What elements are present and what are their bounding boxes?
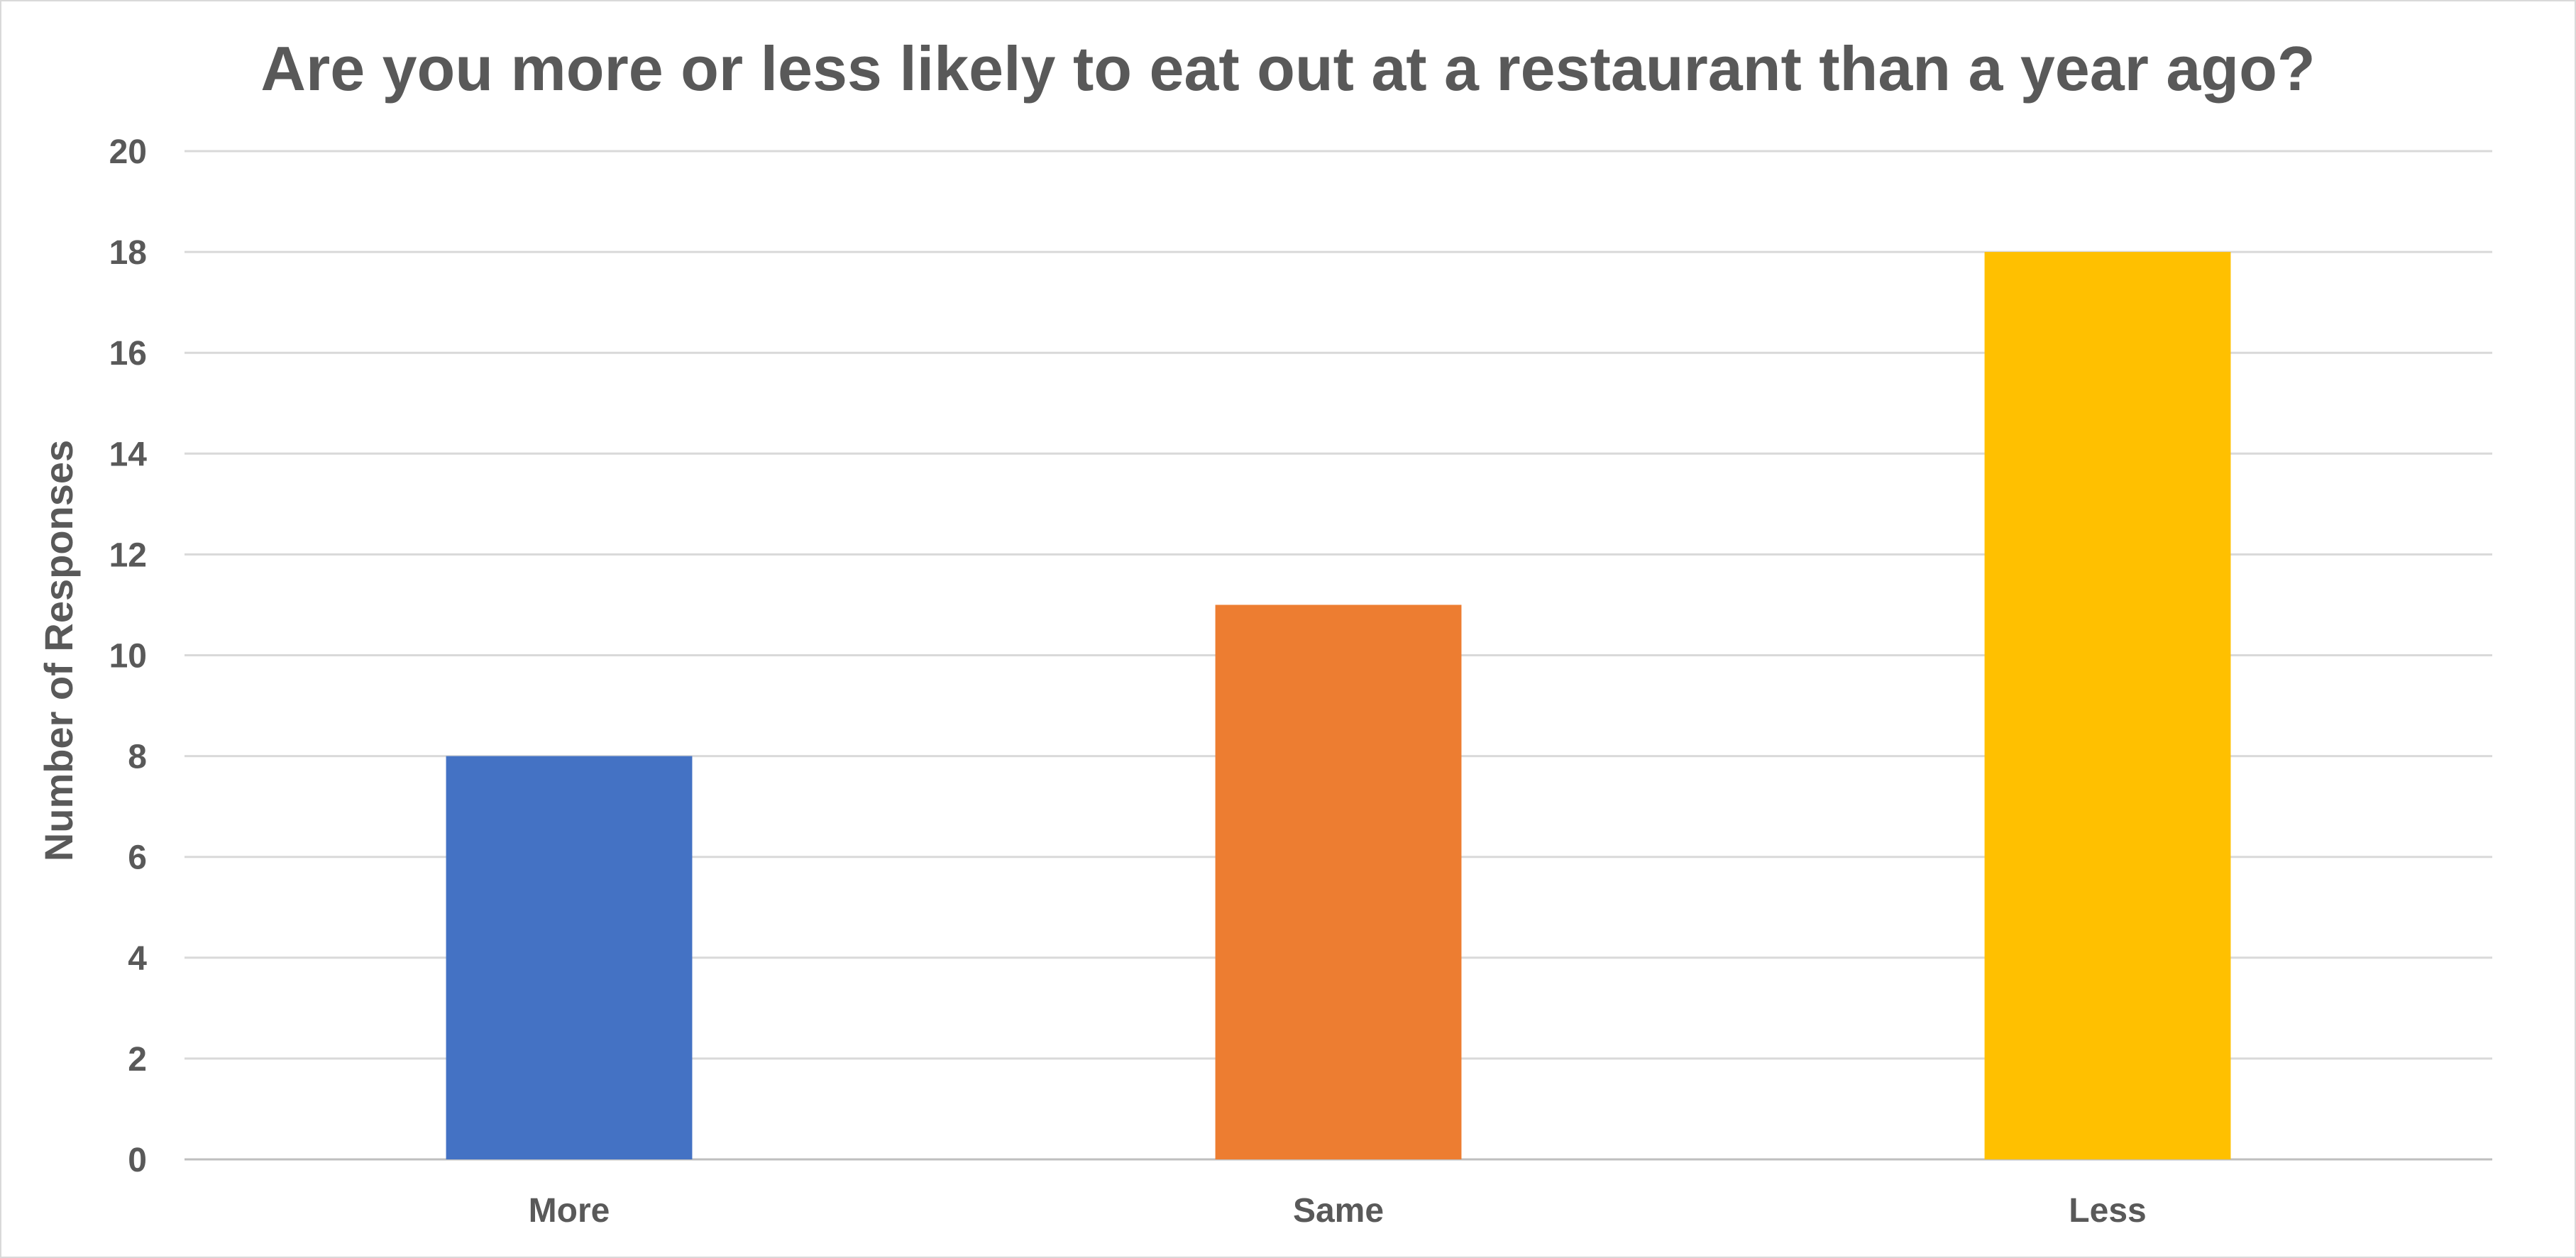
x-tick-label-less: Less bbox=[2069, 1192, 2146, 1230]
bars bbox=[446, 252, 2231, 1160]
bar-same bbox=[1215, 605, 1462, 1159]
bar-more bbox=[446, 756, 693, 1159]
y-axis-label: Number of Responses bbox=[36, 440, 81, 861]
x-axis-ticks: More Same Less bbox=[529, 1192, 2147, 1230]
x-tick-label-same: Same bbox=[1293, 1192, 1384, 1230]
bar-less bbox=[1984, 252, 2231, 1160]
y-axis-ticks: 0 2 4 6 8 10 12 14 16 18 20 bbox=[109, 133, 148, 1179]
y-tick-label: 16 bbox=[109, 335, 147, 373]
y-tick-label: 0 bbox=[128, 1142, 147, 1179]
y-tick-label: 20 bbox=[109, 133, 147, 171]
x-tick-label-more: More bbox=[529, 1192, 610, 1230]
y-tick-label: 8 bbox=[128, 739, 147, 776]
chart-title: Are you more or less likely to eat out a… bbox=[260, 33, 2315, 104]
y-tick-label: 6 bbox=[128, 839, 147, 877]
y-tick-label: 12 bbox=[109, 536, 147, 574]
y-tick-label: 4 bbox=[128, 940, 147, 978]
y-tick-label: 14 bbox=[109, 436, 148, 473]
y-tick-label: 10 bbox=[109, 638, 147, 675]
y-tick-label: 18 bbox=[109, 234, 147, 272]
y-tick-label: 2 bbox=[128, 1041, 147, 1078]
